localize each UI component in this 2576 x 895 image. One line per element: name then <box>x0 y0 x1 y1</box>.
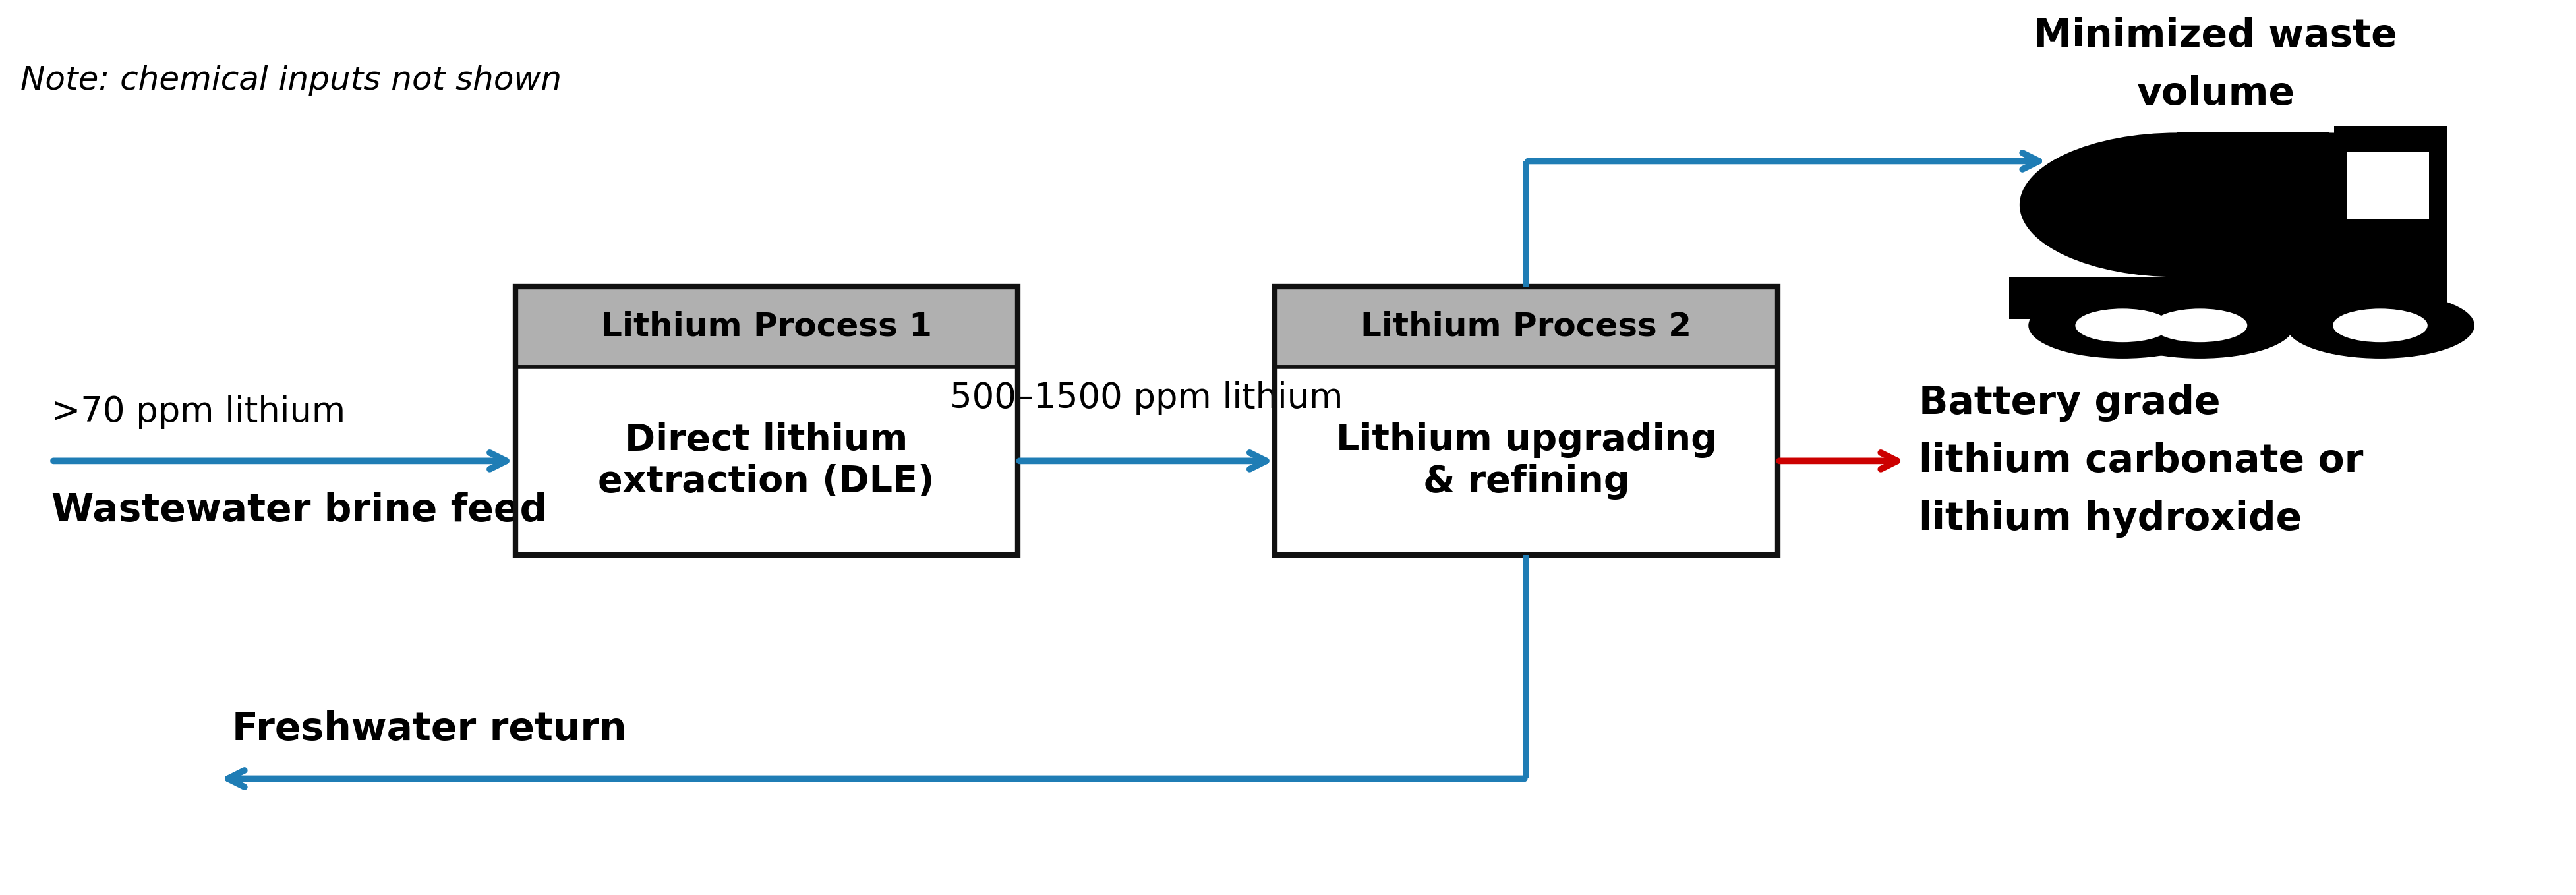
Ellipse shape <box>2226 132 2432 277</box>
Bar <box>2177 132 2329 277</box>
Text: Minimized waste: Minimized waste <box>2032 17 2398 55</box>
Bar <box>515 286 1018 367</box>
Text: 500–1500 ppm lithium: 500–1500 ppm lithium <box>951 381 1342 415</box>
Bar <box>2334 126 2447 277</box>
Text: Freshwater return: Freshwater return <box>232 711 626 748</box>
Bar <box>2347 151 2429 219</box>
Circle shape <box>2334 309 2427 342</box>
Circle shape <box>2030 293 2215 358</box>
Text: Battery grade: Battery grade <box>1919 384 2221 422</box>
Bar <box>1275 286 1777 555</box>
Text: Lithium Process 2: Lithium Process 2 <box>1360 311 1692 343</box>
Text: volume: volume <box>2136 75 2295 113</box>
Text: Lithium upgrading
& refining: Lithium upgrading & refining <box>1337 422 1716 499</box>
Bar <box>1275 286 1777 367</box>
Text: lithium hydroxide: lithium hydroxide <box>1919 500 2303 538</box>
Bar <box>515 286 1018 555</box>
Text: >70 ppm lithium: >70 ppm lithium <box>52 395 345 429</box>
Circle shape <box>2076 309 2169 342</box>
Bar <box>515 367 1018 555</box>
Circle shape <box>2107 293 2293 358</box>
Text: Wastewater brine feed: Wastewater brine feed <box>52 491 546 529</box>
Text: Note: chemical inputs not shown: Note: chemical inputs not shown <box>21 64 562 97</box>
Bar <box>1275 367 1777 555</box>
Ellipse shape <box>2020 132 2336 277</box>
Bar <box>2009 277 2447 319</box>
Text: lithium carbonate or: lithium carbonate or <box>1919 442 2365 480</box>
Circle shape <box>2154 309 2246 342</box>
Circle shape <box>2287 293 2473 358</box>
Text: Lithium Process 1: Lithium Process 1 <box>600 311 933 343</box>
Text: Direct lithium
extraction (DLE): Direct lithium extraction (DLE) <box>598 422 935 499</box>
